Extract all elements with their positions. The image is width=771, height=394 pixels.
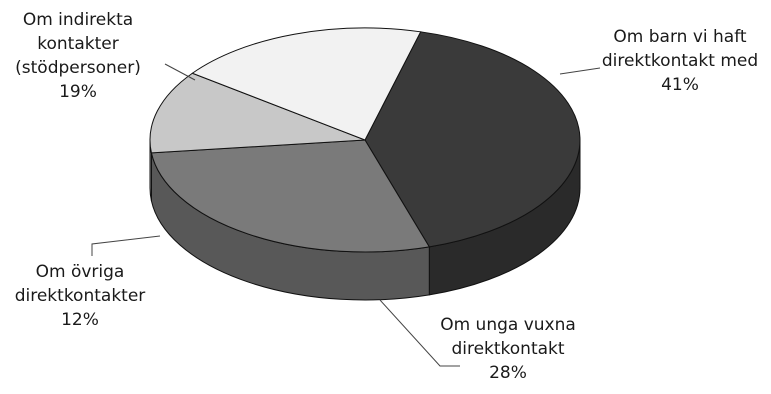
slice-label-line-3-2: (stödpersoner) [15,58,141,78]
slice-label-3: Om indirekta kontakter (stödpersoner) 19% [15,10,141,102]
pie-slice-1 [150,139,431,253]
slice-label-line-2-0: Om övriga [36,262,125,282]
slice-percent-0: 41% [661,75,699,95]
slice-label-0: Om barn vi haft direktkontakt med 41% [602,27,758,95]
pie-tops [149,27,581,253]
slice-label-line-2-1: direktkontakter [15,286,146,306]
pie-slice-2 [149,72,366,154]
slice-labels: Om barn vi haft direktkontakt med 41% Om un… [15,10,758,383]
slice-label-line-0-0: Om barn vi haft [613,27,746,47]
slice-label-line-3-0: Om indirekta [23,10,133,30]
leader-line-0 [559,67,601,75]
slice-percent-2: 12% [61,310,99,330]
slice-label-line-3-1: kontakter [37,34,118,54]
slice-label-2: Om övriga direktkontakter 12% [15,262,146,330]
pie-slice-0 [364,31,581,248]
leader-lines [91,63,601,367]
leader-line-3 [164,63,196,81]
pie-slice-3 [191,27,422,141]
slice-label-line-1-1: direktkontakt [451,339,564,359]
slice-label-line-0-1: direktkontakt med [602,51,758,71]
slice-label-1: Om unga vuxna direktkontakt 28% [440,315,576,383]
slice-label-line-1-0: Om unga vuxna [440,315,576,335]
slice-percent-1: 28% [489,363,527,383]
leader-line-2 [91,235,161,256]
slice-percent-3: 19% [59,82,97,102]
leader-line-1 [379,299,460,367]
